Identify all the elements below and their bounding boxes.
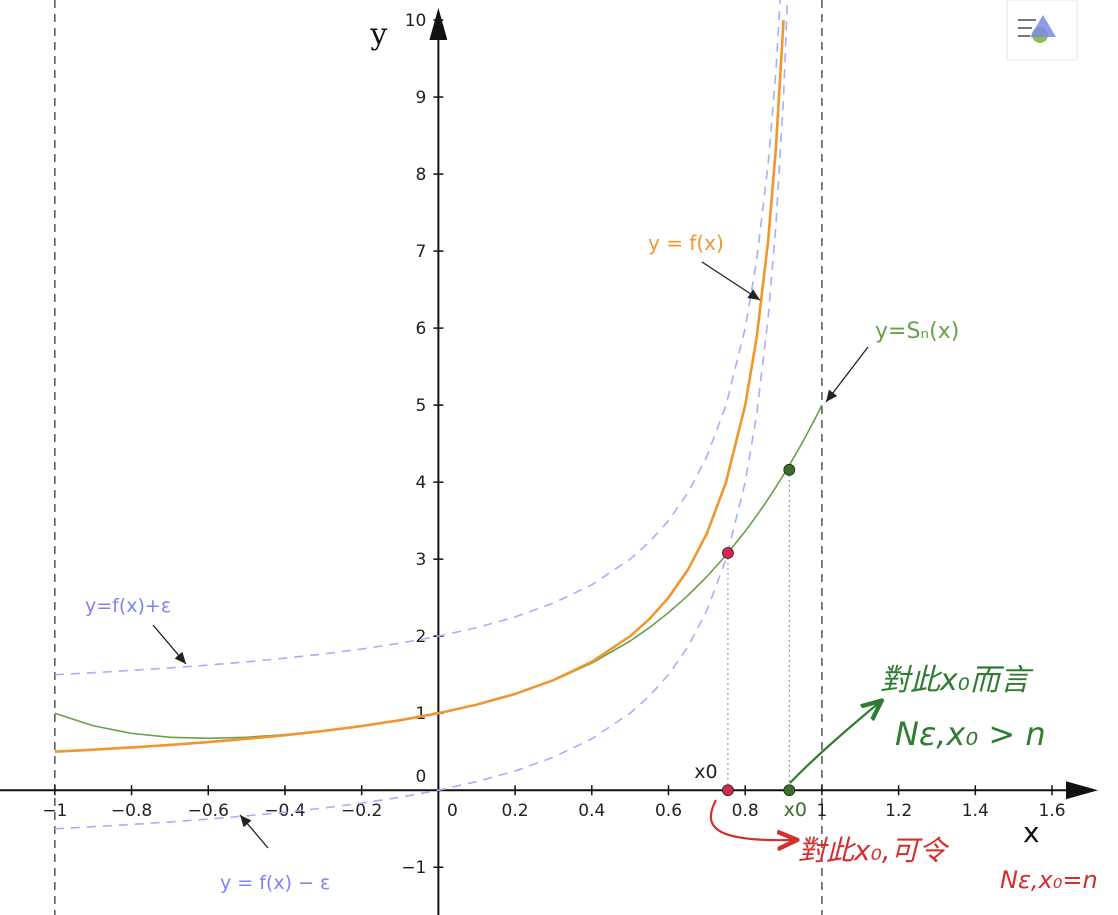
x-tick-label: 0 [447, 801, 458, 821]
x-axis-label: x [1023, 816, 1040, 849]
y-axis-arrow [429, 8, 448, 40]
y-tick-label: 2 [416, 627, 427, 647]
x-tick-label: 1.6 [1039, 801, 1066, 821]
y-tick-label: 5 [416, 396, 427, 416]
point [722, 547, 734, 559]
x-tick-label: 0.4 [578, 801, 605, 821]
x-tick-label: 0.6 [655, 801, 682, 821]
hand-arrow [789, 702, 880, 784]
x-tick-label: −0.8 [111, 801, 152, 821]
point [722, 784, 734, 797]
x-tick-label: −0.2 [341, 801, 382, 821]
point [783, 463, 796, 476]
curve [54, 0, 781, 676]
y-tick-label: −1 [401, 858, 426, 878]
point-label: x0 [784, 799, 807, 821]
x-axis-arrow [1066, 781, 1098, 800]
y-axis-label: y [369, 17, 387, 52]
arrow [152, 624, 187, 665]
x-tick-label: −0.4 [264, 801, 305, 821]
curve-label: y = f(x) [648, 231, 724, 255]
arrow [701, 261, 761, 301]
arrow [825, 346, 869, 403]
y-tick-label: 10 [405, 11, 427, 31]
x-tick-label: −1 [42, 801, 67, 821]
x-tick-label: 0.8 [732, 801, 759, 821]
annotation: 對此x₀而言 [880, 663, 1034, 698]
x-tick-label: 1.2 [885, 801, 912, 821]
x-tick-label: 1.4 [962, 801, 989, 821]
curve [54, 404, 823, 740]
y-tick-label: 4 [416, 473, 427, 493]
curve [54, 0, 789, 830]
y-tick-label: 0 [416, 767, 427, 787]
annotation: 對此x₀,可令 [798, 834, 950, 867]
y-tick-label: 8 [416, 165, 427, 185]
curve-label: y=Sₙ(x) [875, 319, 959, 344]
y-tick-label: 3 [416, 550, 427, 570]
x-tick-label: −0.6 [188, 801, 229, 821]
hand-arrow [709, 799, 795, 840]
x-tick-label: 0.2 [502, 801, 529, 821]
point-label: x0 [694, 761, 717, 783]
style-icon[interactable] [1006, 0, 1078, 61]
arrow [239, 814, 269, 849]
y-tick-label: 1 [416, 704, 427, 724]
y-tick-label: 7 [416, 242, 427, 262]
y-tick-label: 9 [416, 88, 427, 108]
annotation: Nε,x₀=n [1000, 866, 1098, 894]
curve-label: y=f(x)+ε [85, 595, 171, 617]
point [783, 784, 796, 797]
curve [54, 19, 785, 754]
annotation: Nε,x₀ > n [895, 715, 1046, 753]
label-arrows [152, 261, 869, 849]
icon-triangle [1030, 15, 1056, 37]
x-tick-label: 1 [816, 801, 827, 821]
curve-label: y = f(x) − ε [220, 872, 330, 894]
y-tick-label: 6 [416, 319, 427, 339]
